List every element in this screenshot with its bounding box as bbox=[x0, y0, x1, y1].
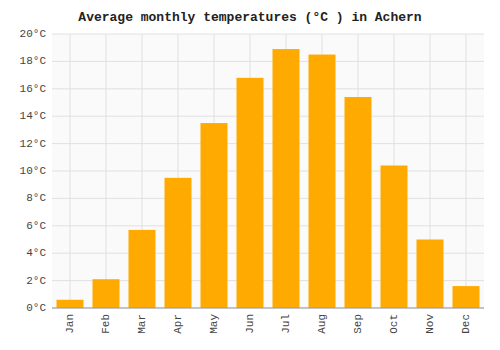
chart-svg: 0°C 2°C 4°C 6°C 8°C 10°C 12°C 14°C 16°C 18°C 20°C J… bbox=[0, 0, 500, 350]
bar bbox=[129, 230, 156, 308]
x-grid-line bbox=[106, 34, 107, 308]
grid bbox=[52, 34, 484, 308]
y-grid-line bbox=[52, 198, 484, 199]
bar bbox=[309, 55, 336, 308]
x-tick-label: Nov bbox=[424, 314, 436, 334]
chart-title: Average monthly temperatures (°C ) in Ac… bbox=[78, 10, 421, 25]
y-grid-line bbox=[52, 116, 484, 117]
y-tick-label: 14°C bbox=[20, 110, 47, 122]
x-tick-label: Jul bbox=[280, 314, 292, 334]
y-grid-line bbox=[52, 171, 484, 172]
x-tick-label: Sep bbox=[352, 314, 364, 334]
axes: 0°C 2°C 4°C 6°C 8°C 10°C 12°C 14°C 16°C 18°C 20°C J… bbox=[20, 28, 472, 334]
bar bbox=[453, 286, 480, 308]
y-tick-label: 0°C bbox=[26, 302, 46, 314]
bar bbox=[417, 240, 444, 309]
x-tick-label: Feb bbox=[100, 314, 112, 334]
x-tick-label: Aug bbox=[316, 314, 328, 334]
x-tick-label: Apr bbox=[172, 314, 184, 334]
y-tick-label: 8°C bbox=[26, 192, 46, 204]
bar bbox=[57, 300, 84, 308]
y-tick-label: 16°C bbox=[20, 83, 47, 95]
bar bbox=[273, 49, 300, 308]
y-grid-line bbox=[52, 308, 484, 309]
y-grid-line bbox=[52, 88, 484, 89]
y-tick-label: 6°C bbox=[26, 220, 46, 232]
x-tick-label: Jan bbox=[64, 314, 76, 334]
plot-area bbox=[52, 34, 484, 308]
x-tick-label: Dec bbox=[460, 314, 472, 334]
y-tick-label: 4°C bbox=[26, 247, 46, 259]
x-tick-label: Mar bbox=[136, 314, 148, 334]
bar bbox=[93, 279, 120, 308]
x-grid-line bbox=[466, 34, 467, 308]
x-grid-line bbox=[70, 34, 71, 308]
x-axis-line bbox=[52, 308, 484, 309]
y-grid-line bbox=[52, 34, 484, 35]
y-grid-line bbox=[52, 143, 484, 144]
bar bbox=[165, 178, 192, 308]
bar bbox=[381, 166, 408, 308]
bar bbox=[237, 78, 264, 308]
y-tick-label: 18°C bbox=[20, 55, 47, 67]
x-tick-label: Jun bbox=[244, 314, 256, 334]
x-tick-label: Oct bbox=[388, 314, 400, 334]
y-tick-label: 12°C bbox=[20, 138, 47, 150]
chart-container: 0°C 2°C 4°C 6°C 8°C 10°C 12°C 14°C 16°C 18°C 20°C J… bbox=[0, 0, 500, 350]
y-grid-line bbox=[52, 61, 484, 62]
y-tick-label: 10°C bbox=[20, 165, 47, 177]
bar bbox=[201, 123, 228, 308]
y-tick-label: 20°C bbox=[20, 28, 47, 40]
bars bbox=[57, 49, 480, 308]
bar bbox=[345, 97, 372, 308]
x-tick-label: May bbox=[208, 314, 220, 334]
y-grid-line bbox=[52, 225, 484, 226]
y-tick-label: 2°C bbox=[26, 275, 46, 287]
